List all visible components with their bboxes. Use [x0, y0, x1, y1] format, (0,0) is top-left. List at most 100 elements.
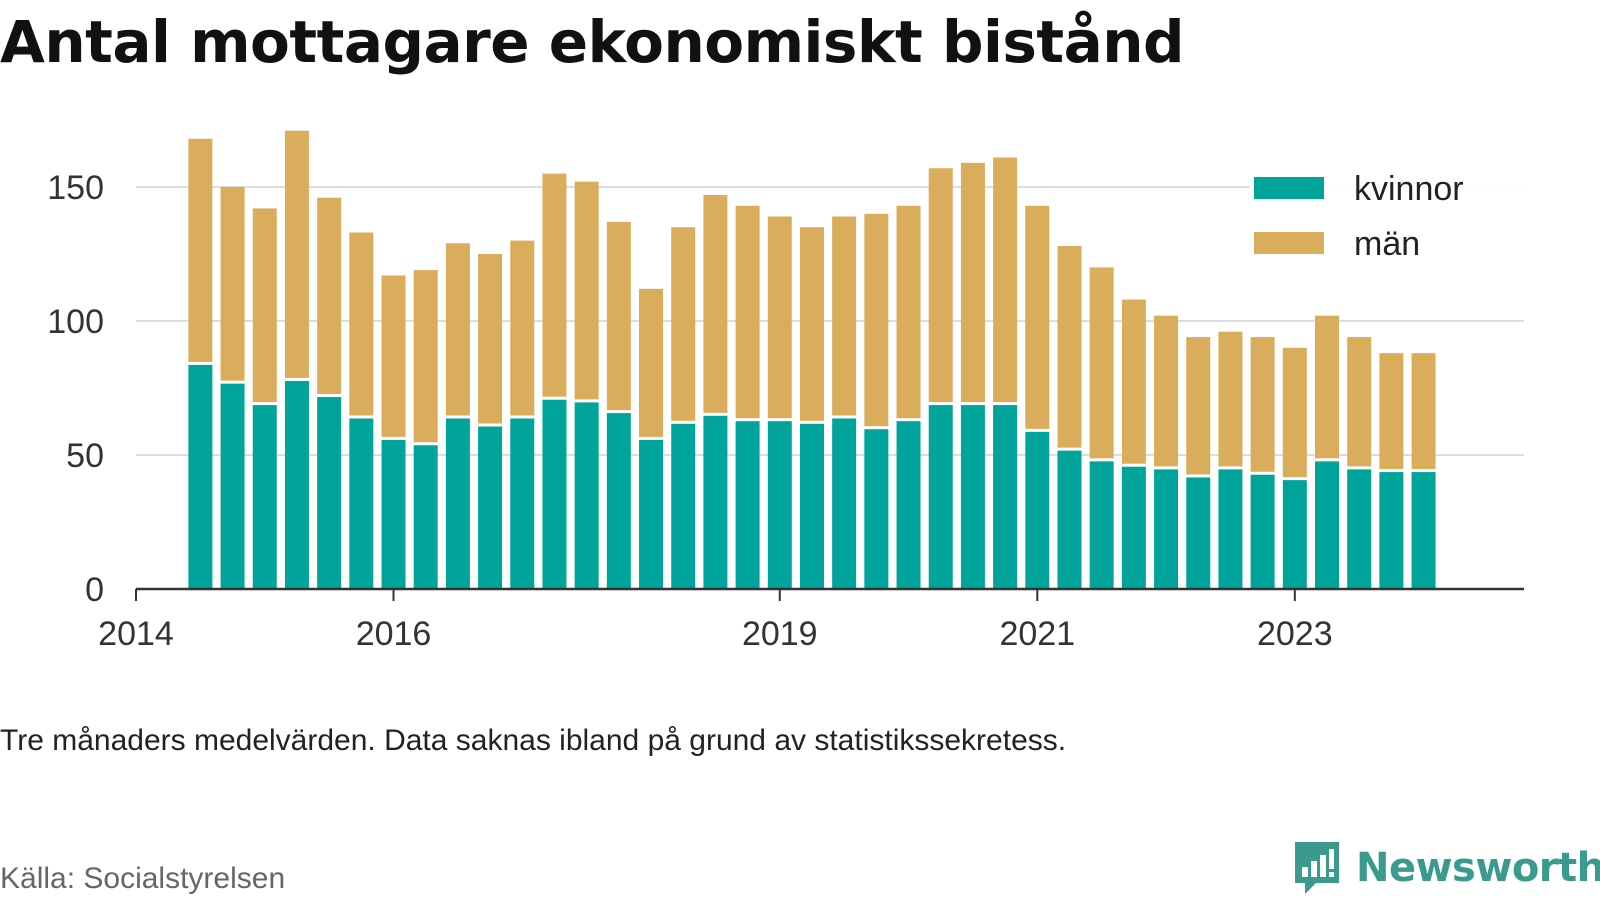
bar-man — [381, 275, 406, 437]
bar-man — [349, 232, 374, 416]
bar-man — [542, 173, 567, 397]
bar-man — [574, 181, 599, 400]
legend-swatch-man — [1254, 232, 1324, 254]
bar-man — [1315, 315, 1340, 459]
y-tick-label: 50 — [66, 437, 104, 475]
bar-kvinnor — [606, 413, 631, 589]
bar-kvinnor — [1282, 480, 1307, 589]
axes: 0 50 100 150 2014 2016 2019 2021 2023 — [47, 169, 1524, 653]
bar-man — [1121, 299, 1146, 464]
legend: kvinnor män — [1250, 170, 1600, 280]
bar-man — [1250, 337, 1275, 472]
stacked-bar-chart: 0 50 100 150 2014 2016 2019 2021 2023 kvinnor mä… — [47, 130, 1600, 653]
bar-man — [284, 130, 309, 378]
bar-man — [928, 168, 953, 403]
bar-kvinnor — [1089, 461, 1114, 589]
bar-man — [510, 240, 535, 416]
bar-man — [1057, 245, 1082, 448]
bars — [188, 130, 1436, 589]
bar-kvinnor — [767, 421, 792, 589]
x-tick-label: 2023 — [1257, 615, 1333, 653]
bar-kvinnor — [1347, 469, 1372, 589]
bar-man — [188, 138, 213, 362]
bar-man — [671, 227, 696, 421]
bar-man — [1379, 353, 1404, 470]
bar-man — [1411, 353, 1436, 470]
bar-kvinnor — [1250, 474, 1275, 589]
bar-kvinnor — [188, 364, 213, 589]
x-tick-label: 2021 — [999, 615, 1075, 653]
bar-man — [1218, 331, 1243, 467]
x-tick-label: 2016 — [356, 615, 432, 653]
bar-kvinnor — [510, 418, 535, 589]
newsworthy-logo-icon — [1295, 842, 1339, 894]
bar-kvinnor — [574, 402, 599, 589]
bar-kvinnor — [1154, 469, 1179, 589]
bar-man — [478, 254, 503, 424]
legend-label-kvinnor: kvinnor — [1354, 170, 1464, 208]
bar-man — [703, 195, 728, 413]
bar-kvinnor — [1186, 477, 1211, 589]
bar-kvinnor — [639, 439, 664, 589]
bar-kvinnor — [317, 397, 342, 589]
bar-kvinnor — [1121, 466, 1146, 589]
bar-kvinnor — [960, 405, 985, 589]
bar-kvinnor — [220, 383, 245, 589]
bar-kvinnor — [1218, 469, 1243, 589]
bar-kvinnor — [799, 423, 824, 589]
bar-kvinnor — [413, 445, 438, 589]
bar-kvinnor — [478, 426, 503, 589]
bar-man — [1154, 315, 1179, 467]
bar-man — [896, 205, 921, 419]
bar-man — [993, 157, 1018, 403]
bar-man — [413, 270, 438, 443]
chart-note: Tre månaders medelvärden. Data saknas ib… — [0, 724, 1067, 757]
y-tick-label: 0 — [85, 571, 104, 609]
bar-kvinnor — [381, 439, 406, 589]
y-tick-label: 100 — [47, 303, 104, 341]
bar-kvinnor — [671, 423, 696, 589]
brand-logo: Newsworthy — [1292, 838, 1600, 898]
source-label: Källa: Socialstyrelsen — [0, 862, 286, 895]
bar-man — [445, 243, 470, 416]
brand-name: Newsworthy — [1356, 845, 1600, 891]
bar-man — [767, 216, 792, 419]
page-title: Antal mottagare ekonomiskt bistånd — [0, 8, 1185, 76]
bar-man — [735, 205, 760, 419]
bar-kvinnor — [993, 405, 1018, 589]
bar-man — [864, 213, 889, 427]
bar-kvinnor — [284, 380, 309, 589]
bar-man — [317, 197, 342, 395]
bar-kvinnor — [1057, 450, 1082, 589]
bar-kvinnor — [1411, 472, 1436, 589]
bar-man — [1089, 267, 1114, 459]
bar-man — [799, 227, 824, 421]
bar-kvinnor — [864, 429, 889, 589]
y-tick-label: 150 — [47, 169, 104, 207]
bar-kvinnor — [1025, 431, 1050, 589]
bar-kvinnor — [928, 405, 953, 589]
bar-man — [832, 216, 857, 416]
bar-kvinnor — [703, 415, 728, 589]
bar-kvinnor — [832, 418, 857, 589]
bar-man — [606, 221, 631, 411]
bar-man — [1025, 205, 1050, 429]
x-tick-label: 2014 — [98, 615, 174, 653]
bar-man — [1186, 337, 1211, 475]
legend-swatch-kvinnor — [1254, 177, 1324, 199]
bar-man — [960, 162, 985, 403]
bar-kvinnor — [252, 405, 277, 589]
bar-kvinnor — [1315, 461, 1340, 589]
bar-kvinnor — [349, 418, 374, 589]
bar-man — [1347, 337, 1372, 467]
bar-kvinnor — [542, 399, 567, 589]
bar-man — [639, 288, 664, 437]
bar-man — [220, 187, 245, 381]
bar-man — [1282, 347, 1307, 478]
legend-label-man: män — [1354, 225, 1420, 263]
bar-kvinnor — [735, 421, 760, 589]
bar-kvinnor — [1379, 472, 1404, 589]
x-tick-label: 2019 — [742, 615, 818, 653]
bar-man — [252, 208, 277, 403]
bar-kvinnor — [445, 418, 470, 589]
